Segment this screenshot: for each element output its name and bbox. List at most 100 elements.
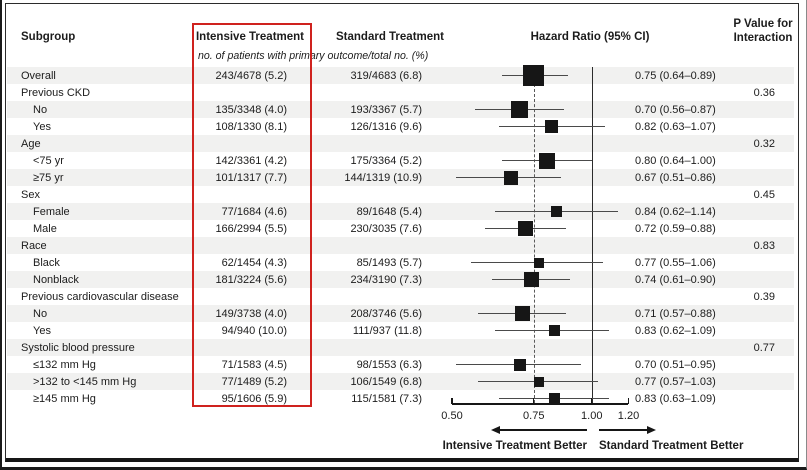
subgroup-label: Overall (21, 69, 56, 82)
hr-marker (511, 101, 529, 118)
intensive-count: 135/3348 (4.0) (215, 103, 287, 116)
standard-count: 193/3367 (5.7) (350, 103, 422, 116)
column-header-pvalue-line2: Interaction (733, 32, 793, 44)
hr-ci-text: 0.77 (0.55–1.06) (635, 256, 716, 269)
subgroup-label: Systolic blood pressure (21, 341, 135, 354)
x-axis-tick (590, 397, 593, 404)
row-stripe (7, 305, 794, 322)
hr-marker (518, 221, 533, 236)
subgroup-label: Male (33, 222, 57, 235)
hr-marker (534, 257, 545, 268)
hr-marker (523, 272, 539, 287)
intensive-count: 95/1606 (5.9) (221, 392, 287, 405)
row-stripe (7, 101, 794, 118)
standard-better-label: Standard Treatment Better (599, 440, 744, 452)
standard-count: 234/3190 (7.3) (350, 273, 422, 286)
hr-ci-text: 0.67 (0.51–0.86) (635, 171, 716, 184)
column-header-subgroup: Subgroup (21, 31, 76, 43)
standard-count: 230/3035 (7.6) (350, 222, 422, 235)
standard-count: 126/1316 (9.6) (350, 120, 422, 133)
subgroup-label: Yes (33, 324, 51, 337)
x-axis-tick-label: 0.75 (523, 410, 545, 422)
intensive-better-label: Intensive Treatment Better (442, 440, 587, 452)
hr-ci-text: 0.74 (0.61–0.90) (635, 273, 716, 286)
units-note: no. of patients with primary outcome/tot… (198, 50, 429, 62)
subgroup-label: <75 yr (33, 154, 64, 167)
standard-count: 175/3364 (5.2) (350, 154, 422, 167)
column-header-standard: Standard Treatment (336, 31, 444, 43)
subgroup-label: Race (21, 239, 47, 252)
intensive-count: 243/4678 (5.2) (215, 69, 287, 82)
hr-marker (534, 376, 545, 387)
subgroup-label: No (33, 307, 48, 320)
p-value: 0.77 (753, 341, 775, 354)
hr-ci-text: 0.70 (0.56–0.87) (635, 103, 716, 116)
intensive-count: 101/1317 (7.7) (215, 171, 287, 184)
standard-count: 85/1493 (5.7) (356, 256, 422, 269)
x-axis-line (452, 403, 629, 405)
hr-ci-text: 0.83 (0.63–1.09) (635, 392, 716, 405)
subgroup-label: Yes (33, 120, 51, 133)
standard-count: 319/4683 (6.8) (350, 69, 422, 82)
row-stripe (7, 203, 794, 220)
standard-count: 98/1553 (6.3) (356, 358, 422, 371)
subgroup-label: Sex (21, 188, 40, 201)
p-value: 0.45 (753, 188, 775, 201)
standard-count: 144/1319 (10.9) (344, 171, 422, 184)
x-axis-tick (451, 397, 453, 404)
x-axis-tick (627, 397, 630, 404)
column-header-pvalue-line1: P Value for (733, 18, 793, 30)
subgroup-label: Age (21, 137, 41, 150)
subgroup-label: >132 to <145 mm Hg (33, 375, 137, 388)
row-stripe (7, 373, 794, 390)
hr-ci-text: 0.77 (0.57–1.03) (635, 375, 716, 388)
hr-ci-text: 0.82 (0.63–1.07) (635, 120, 716, 133)
subgroup-label: Female (33, 205, 70, 218)
p-value: 0.39 (753, 290, 775, 303)
hr-marker (513, 358, 526, 371)
row-stripe (7, 169, 794, 186)
intensive-count: 77/1489 (5.2) (221, 375, 287, 388)
hr-marker (548, 325, 560, 336)
intensive-count: 77/1684 (4.6) (221, 205, 287, 218)
hr-ci-text: 0.84 (0.62–1.14) (635, 205, 716, 218)
subgroup-label: ≤132 mm Hg (33, 358, 96, 371)
hr-marker (538, 152, 555, 169)
p-value: 0.32 (753, 137, 775, 150)
x-axis-tick-label: 1.20 (617, 410, 640, 422)
hr-ci-text: 0.72 (0.59–0.88) (635, 222, 716, 235)
left-arrow-head-icon (491, 425, 500, 434)
intensive-count: 108/1330 (8.1) (215, 120, 287, 133)
standard-count: 111/937 (11.8) (352, 324, 422, 337)
hr-marker (504, 170, 518, 185)
right-arrow-line (599, 429, 647, 431)
hr-ci-text: 0.75 (0.64–0.89) (635, 69, 716, 82)
standard-count: 89/1648 (5.4) (356, 205, 422, 218)
p-value: 0.83 (753, 239, 775, 252)
row-stripe (7, 135, 794, 152)
intensive-column-highlight-box (192, 23, 312, 407)
left-arrow-line (499, 429, 587, 431)
x-axis-tick (532, 397, 535, 404)
intensive-count: 149/3738 (4.0) (215, 307, 287, 320)
row-stripe (7, 67, 794, 84)
hr-marker (551, 206, 563, 217)
hr-ci-text: 0.71 (0.57–0.88) (635, 307, 716, 320)
hr-ci-text: 0.83 (0.62–1.09) (635, 324, 716, 337)
row-stripe (7, 237, 794, 254)
hr-ci-text: 0.80 (0.64–1.00) (635, 154, 716, 167)
hr-marker (548, 393, 560, 404)
subgroup-label: ≥75 yr (33, 171, 64, 184)
intensive-count: 71/1583 (4.5) (221, 358, 287, 371)
hr-marker (545, 120, 559, 133)
x-axis-tick-label: 1.00 (581, 410, 603, 422)
standard-count: 208/3746 (5.6) (350, 307, 422, 320)
subgroup-label: ≥145 mm Hg (33, 392, 96, 405)
intensive-count: 62/1454 (4.3) (221, 256, 287, 269)
subgroup-label: Previous CKD (21, 86, 91, 99)
intensive-count: 181/3224 (5.6) (215, 273, 287, 286)
standard-count: 115/1581 (7.3) (351, 392, 422, 405)
subgroup-label: Nonblack (33, 273, 79, 286)
column-header-hazard-ratio: Hazard Ratio (95% CI) (530, 31, 650, 43)
